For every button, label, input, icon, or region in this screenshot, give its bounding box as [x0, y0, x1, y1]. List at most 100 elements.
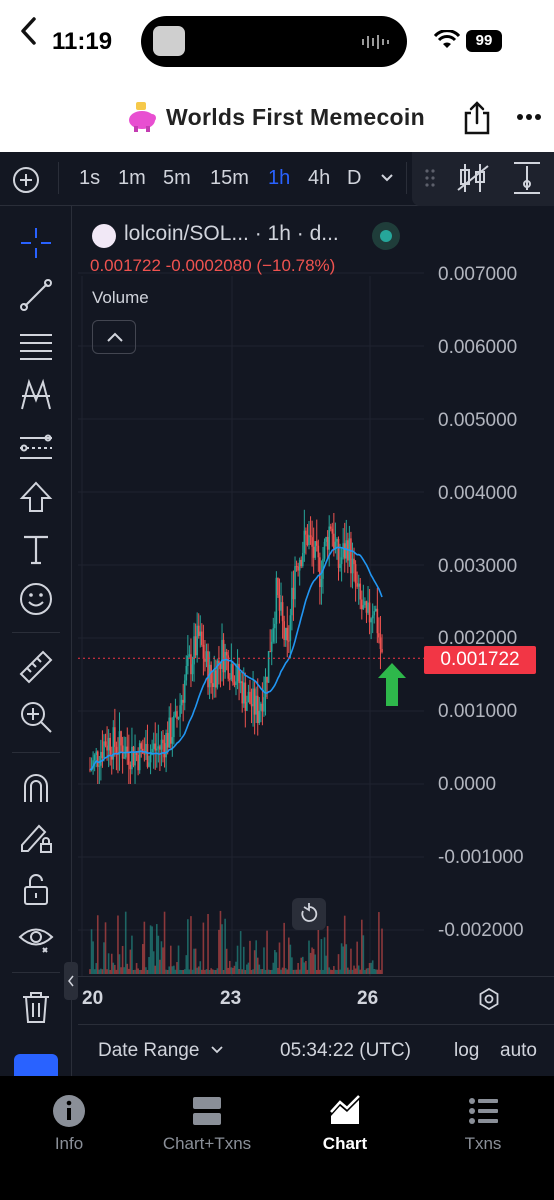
interval-1m[interactable]: 1m	[118, 167, 146, 189]
interval-d[interactable]: D	[347, 167, 362, 189]
candle-body	[317, 545, 320, 558]
volume-bar	[138, 970, 141, 974]
add-symbol-icon[interactable]	[12, 166, 40, 194]
tab-txns[interactable]: Txns	[414, 1094, 552, 1154]
volume-bar	[269, 969, 271, 974]
legend-values: 0.001722 -0.0002080 (−10.78%)	[90, 256, 335, 276]
candle-body	[269, 651, 271, 653]
dynamic-island[interactable]	[141, 16, 407, 67]
green-arrow-annotation	[378, 663, 406, 706]
candle-body	[325, 536, 327, 542]
x-tick-label: 20	[82, 988, 104, 1009]
date-range-button[interactable]: Date Range	[98, 1040, 200, 1061]
candle-body	[312, 546, 315, 558]
volume-bar	[210, 968, 212, 974]
drag-handle-icon[interactable]	[424, 168, 436, 188]
time-axis[interactable]	[78, 976, 554, 1022]
candle-body	[354, 564, 357, 584]
volume-bar	[96, 915, 99, 974]
chevron-down-icon[interactable]	[380, 172, 394, 184]
candle-body	[337, 538, 340, 568]
log-scale-toggle[interactable]: log	[454, 1040, 480, 1061]
ruler-icon[interactable]	[17, 648, 55, 686]
gear-icon[interactable]	[478, 988, 500, 1010]
volume-bar	[182, 969, 184, 974]
volume-bar	[361, 919, 363, 974]
legend-symbol[interactable]: lolcoin/SOL... · 1h · d...	[124, 222, 339, 245]
fib-lines-icon[interactable]	[17, 326, 55, 364]
interval-1h[interactable]: 1h	[268, 167, 291, 189]
candles-chart-type-icon[interactable]	[456, 162, 490, 194]
volume-bar	[191, 969, 194, 974]
candle-body	[236, 663, 239, 682]
interval-1s[interactable]: 1s	[79, 167, 101, 189]
chevron-down-icon[interactable]	[210, 1044, 224, 1056]
tab-chart[interactable]: Chart	[276, 1094, 414, 1154]
utc-clock[interactable]: 05:34:22 (UTC)	[280, 1040, 411, 1061]
volume-bar	[225, 948, 228, 974]
chevron-up-icon	[107, 332, 123, 342]
text-tool-icon[interactable]	[17, 530, 55, 568]
candlestick-series	[89, 509, 383, 784]
volume-bar	[345, 944, 348, 974]
interval-4h[interactable]: 4h	[308, 167, 331, 189]
candle-body	[152, 743, 155, 749]
candle-body	[333, 533, 335, 549]
tab-info[interactable]: Info	[0, 1094, 138, 1154]
reset-chart-button[interactable]	[292, 898, 326, 930]
volume-bar	[146, 969, 149, 974]
y-tick-label: 0.0000	[438, 774, 497, 795]
volume-bar	[359, 969, 362, 974]
pattern-tool-icon[interactable]	[17, 376, 55, 414]
interval-5m[interactable]: 5m	[163, 167, 191, 189]
market-status-icon[interactable]	[372, 222, 400, 250]
volume-bar	[309, 952, 312, 974]
interval-15m[interactable]: 15m	[210, 167, 249, 189]
bottom-tab-bar	[0, 1076, 554, 1200]
volume-bar	[356, 941, 358, 974]
legend-collapse-button[interactable]	[92, 320, 136, 354]
candle-body	[235, 681, 237, 685]
emoji-icon[interactable]	[17, 580, 55, 618]
trash-icon[interactable]	[17, 988, 55, 1026]
auto-scale-toggle[interactable]: auto	[500, 1040, 537, 1061]
share-icon[interactable]	[462, 100, 492, 136]
candle-body	[109, 737, 111, 756]
magnet-icon[interactable]	[17, 768, 55, 806]
lock-drawings-pencil-icon[interactable]	[17, 818, 55, 856]
arrow-up-icon[interactable]	[17, 478, 55, 516]
candle-body	[242, 682, 245, 704]
volume-bar	[328, 967, 330, 974]
reset-icon	[301, 903, 318, 922]
volume-bar	[135, 963, 138, 974]
moving-average-line	[89, 546, 383, 771]
price-chart[interactable]	[78, 206, 554, 990]
volume-bar	[347, 967, 349, 974]
collapse-toolbar-tab[interactable]	[64, 962, 78, 1000]
volume-bar	[90, 929, 93, 974]
zoom-in-icon[interactable]	[17, 698, 55, 736]
favorites-tool-button[interactable]	[14, 1054, 58, 1076]
volume-bar	[281, 967, 284, 974]
eye-icon[interactable]	[17, 918, 55, 956]
candle-body	[303, 530, 306, 554]
more-options-icon[interactable]	[516, 112, 542, 122]
volume-bar	[311, 947, 313, 974]
candle-body	[283, 621, 285, 640]
measure-tool-icon[interactable]	[510, 160, 544, 196]
piggy-token-icon	[129, 102, 156, 132]
candle-body	[207, 651, 209, 688]
trend-line-icon[interactable]	[17, 276, 55, 314]
volume-label[interactable]: Volume	[92, 288, 149, 307]
tab-chart-txns[interactable]: Chart+Txns	[138, 1094, 276, 1154]
back-chevron-icon[interactable]	[14, 14, 44, 48]
volume-bar	[260, 969, 262, 974]
volume-bar	[289, 944, 292, 974]
crosshair-icon[interactable]	[17, 224, 55, 262]
unlock-icon[interactable]	[17, 870, 55, 908]
volume-bar	[224, 918, 226, 974]
forecast-tool-icon[interactable]	[17, 428, 55, 466]
candle-body	[191, 664, 194, 675]
candle-body	[160, 739, 163, 750]
y-tick-label: -0.002000	[438, 920, 524, 941]
